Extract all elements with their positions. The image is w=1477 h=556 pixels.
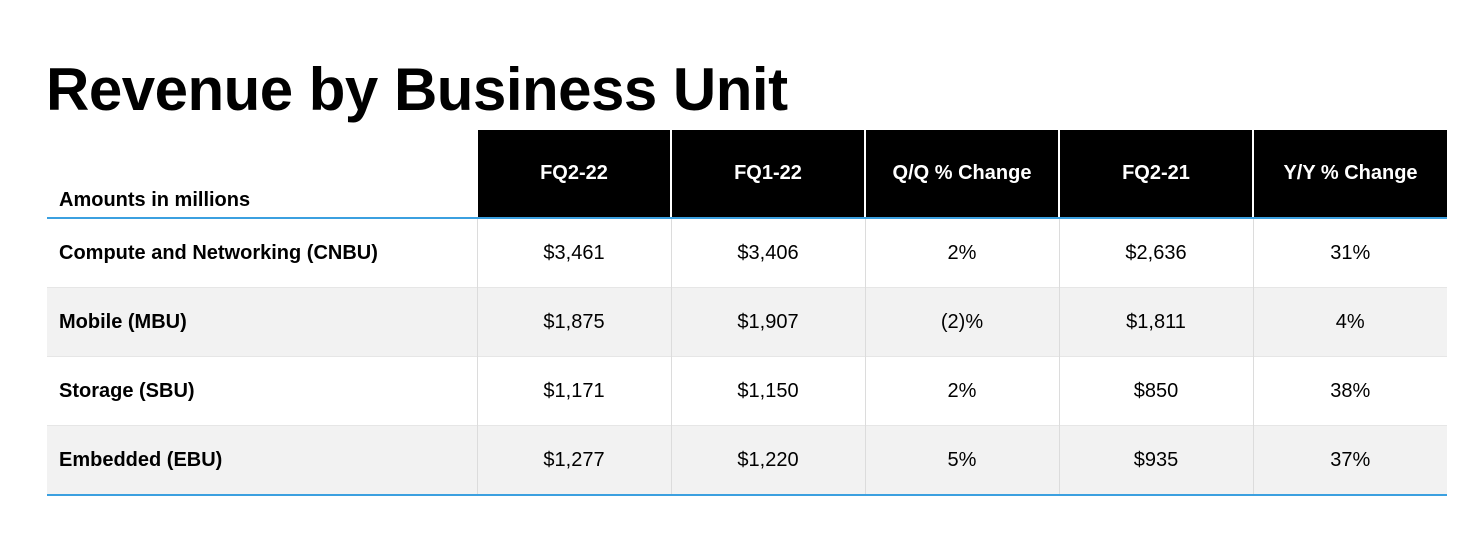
column-header-fq2-22: FQ2-22 (476, 130, 671, 219)
cell-fq2-21: $2,636 (1058, 218, 1253, 288)
table-body: Compute and Networking (CNBU) $3,461 $3,… (47, 218, 1447, 496)
cell-fq1-22: $1,220 (670, 425, 865, 496)
cell-yy-change: 4% (1252, 287, 1447, 357)
row-label: Compute and Networking (CNBU) (59, 241, 378, 264)
cell-fq2-22: $3,461 (476, 218, 671, 288)
cell-fq2-22: $1,171 (476, 356, 671, 426)
cell-fq2-21: $850 (1058, 356, 1253, 426)
cell-qq-change: 2% (864, 356, 1059, 426)
cell-yy-change: 37% (1252, 425, 1447, 496)
header-row: Amounts in millions FQ2-22 FQ1-22 Q/Q % … (47, 130, 1447, 219)
row-label: Mobile (MBU) (47, 287, 477, 357)
column-header-fq1-22: FQ1-22 (670, 130, 865, 219)
revenue-table: Amounts in millions FQ2-22 FQ1-22 Q/Q % … (47, 130, 1447, 496)
table-row-mbu: Mobile (MBU) $1,875 $1,907 (2)% $1,811 4… (47, 287, 1447, 357)
page-title: Revenue by Business Unit (46, 56, 788, 123)
amounts-note: Amounts in millions (47, 130, 477, 219)
cell-fq2-22: $1,875 (476, 287, 671, 357)
table-row-sbu: Storage (SBU) $1,171 $1,150 2% $850 38% (47, 356, 1447, 426)
cell-qq-change: 5% (864, 425, 1059, 496)
cell-yy-change: 38% (1252, 356, 1447, 426)
cell-yy-change: 31% (1252, 218, 1447, 288)
row-label: Embedded (EBU) (47, 425, 477, 496)
cell-fq1-22: $1,150 (670, 356, 865, 426)
cell-qq-change: 2% (864, 218, 1059, 288)
cell-qq-change: (2)% (864, 287, 1059, 357)
cell-fq2-21: $935 (1058, 425, 1253, 496)
row-label: Storage (SBU) (47, 356, 477, 426)
table-row-cnbu: Compute and Networking (CNBU) $3,461 $3,… (47, 218, 1447, 288)
column-header-qq-change: Q/Q % Change (864, 130, 1059, 219)
cell-fq2-21: $1,811 (1058, 287, 1253, 357)
cell-fq1-22: $1,907 (670, 287, 865, 357)
column-header-fq2-21: FQ2-21 (1058, 130, 1253, 219)
table-row-ebu: Embedded (EBU) $1,277 $1,220 5% $935 37% (47, 425, 1447, 496)
column-header-yy-change: Y/Y % Change (1252, 130, 1447, 219)
cell-fq1-22: $3,406 (670, 218, 865, 288)
cell-fq2-22: $1,277 (476, 425, 671, 496)
table-header: Amounts in millions FQ2-22 FQ1-22 Q/Q % … (47, 130, 1447, 219)
